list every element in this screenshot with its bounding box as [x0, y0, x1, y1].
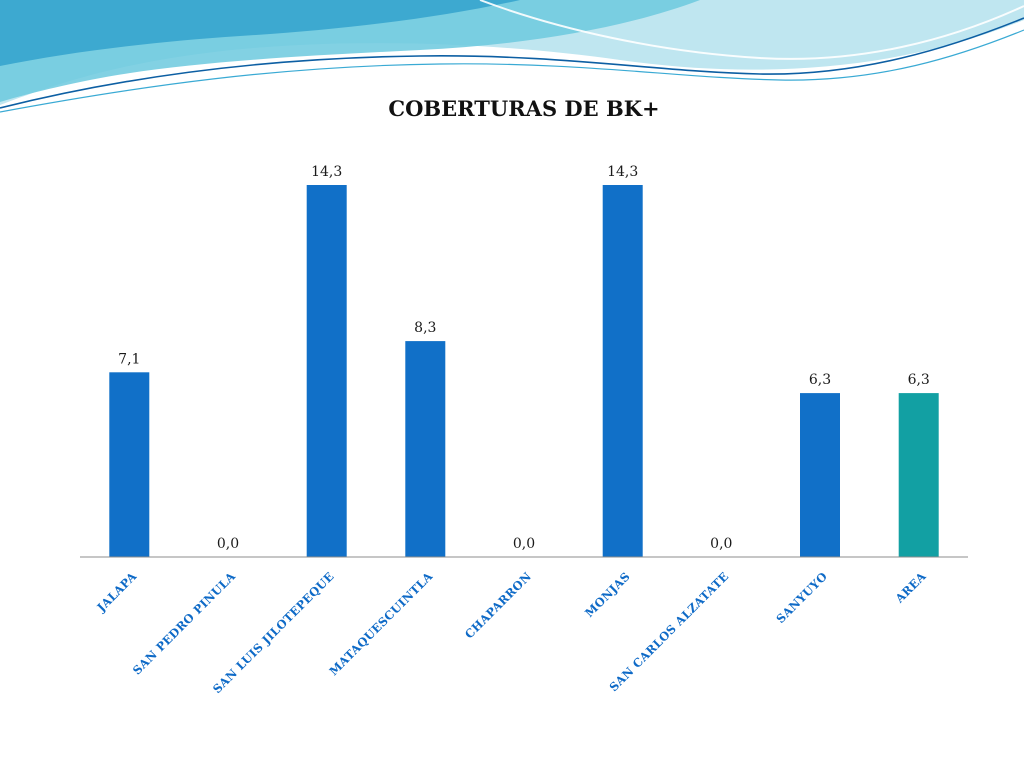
bar-mataquescuintla: [405, 341, 446, 557]
data-label-mataquescuintla: 8,3: [414, 320, 436, 336]
bar-monjas: [602, 185, 643, 557]
category-label-san-carlos-alzatate: SAN CARLOS ALZATATE: [606, 569, 731, 694]
category-label-area: AREA: [892, 569, 930, 607]
category-label-san-luis-jilotepeque: SAN LUIS JILOTEPEQUE: [210, 569, 337, 696]
data-label-monjas: 14,3: [607, 164, 638, 180]
data-label-jalapa: 7,1: [118, 351, 140, 367]
category-label-sanyuyo: SANYUYO: [773, 569, 830, 626]
category-label-mataquescuintla: MATAQUESCUINTLA: [326, 569, 436, 679]
category-label-chaparron: CHAPARRON: [462, 569, 534, 641]
bar-jalapa: [109, 372, 150, 557]
bar-sanyuyo: [800, 393, 840, 557]
wave-line-2: [0, 29, 1024, 113]
wave-line-3: [479, 0, 1024, 60]
chart-title: COBERTURAS DE BK+: [388, 96, 659, 121]
category-label-monjas: MONJAS: [582, 569, 633, 620]
header-wave-decoration: [0, 0, 1024, 113]
category-label-jalapa: JALAPA: [94, 569, 140, 615]
data-label-san-pedro-pinula: 0,0: [217, 536, 239, 552]
data-label-san-luis-jilotepeque: 14,3: [311, 164, 342, 180]
bar-san-luis-jilotepeque: [306, 185, 347, 557]
wave-line-1: [0, 17, 1024, 109]
bar-area: [898, 393, 939, 557]
data-label-san-carlos-alzatate: 0,0: [710, 536, 732, 552]
bars-group: [109, 185, 939, 557]
wave-top-band: [0, 0, 520, 66]
data-labels-group: 7,1 0,0 14,3 8,3 0,0 14,3 0,0 6,3 6,3: [118, 164, 930, 552]
data-label-chaparron: 0,0: [513, 536, 535, 552]
data-label-area: 6,3: [908, 372, 930, 388]
category-label-san-pedro-pinula: SAN PEDRO PINULA: [130, 569, 239, 678]
data-label-sanyuyo: 6,3: [809, 372, 831, 388]
